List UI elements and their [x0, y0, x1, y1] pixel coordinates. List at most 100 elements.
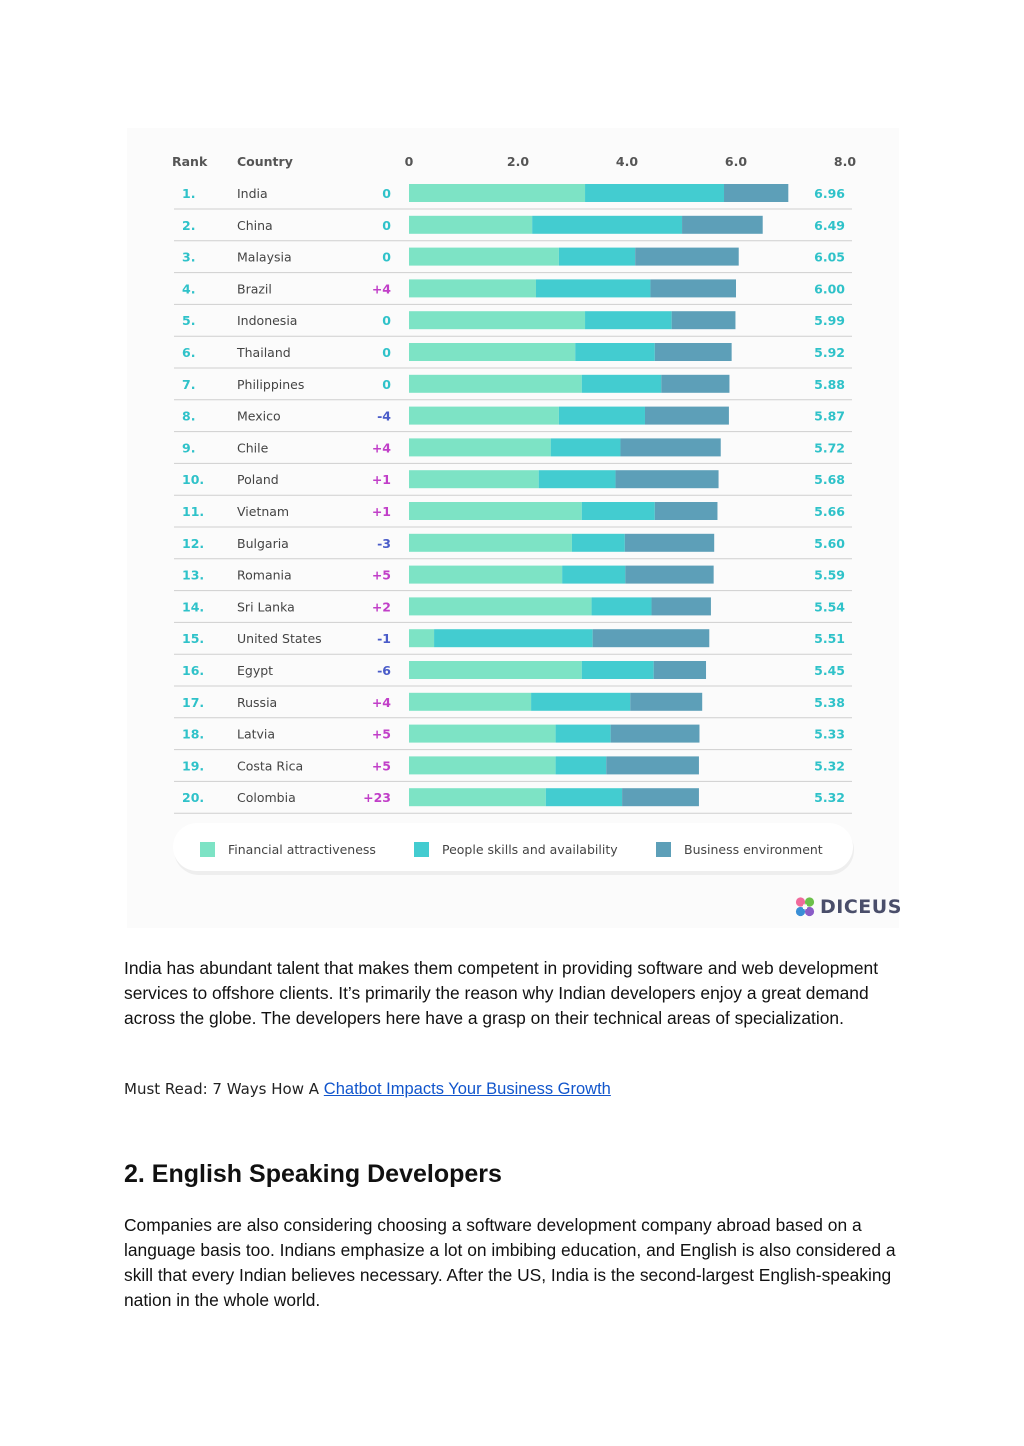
bar-segment [409, 788, 546, 807]
diceus-logo-icon [795, 897, 815, 917]
total-score-label: 5.33 [814, 727, 845, 742]
bar-segment [409, 533, 572, 552]
bar-segment [581, 374, 662, 393]
chart-row: 1. India 0 6.96 [174, 184, 852, 210]
rank-change-label: +2 [372, 599, 391, 614]
total-score-label: 5.45 [814, 663, 845, 678]
diceus-logo: DICEUS [793, 894, 902, 920]
country-label: Thailand [236, 345, 291, 360]
rank-label: 17. [182, 695, 204, 710]
must-read-lead: Must Read: 7 Ways How A [124, 1080, 324, 1098]
bar-segment [562, 565, 626, 584]
bar-segment [625, 565, 714, 584]
chatbot-article-link[interactable]: Chatbot Impacts Your Business Growth [323, 1080, 611, 1098]
bar-segment [409, 597, 592, 616]
total-score-label: 5.88 [814, 377, 845, 392]
total-score-label: 5.32 [814, 790, 845, 805]
country-label: United States [237, 631, 322, 646]
rank-change-label: -6 [377, 663, 391, 678]
bar-segment [532, 215, 683, 234]
legend: Financial attractiveness People skills an… [173, 823, 854, 875]
rank-label: 7. [182, 377, 195, 392]
total-score-label: 5.99 [814, 313, 845, 328]
rank-change-label: -3 [377, 536, 391, 551]
rank-change-label: +4 [372, 281, 391, 296]
bar-segment [409, 343, 576, 361]
rank-change-label: -1 [377, 631, 391, 646]
total-score-label: 5.38 [814, 695, 845, 710]
country-label: Russia [237, 695, 277, 710]
country-label: Sri Lanka [237, 599, 295, 614]
bar-segment [682, 215, 763, 234]
section-heading: 2. English Speaking Developers [124, 1160, 502, 1188]
rank-change-label: 0 [382, 313, 391, 328]
total-score-label: 5.59 [814, 568, 845, 583]
ranking-chart: Rank Country 0 2.0 4.0 6.0 8.0 1. India 0 6.96 2… [127, 128, 902, 928]
legend-label: Business environment [684, 842, 823, 857]
total-score-label: 6.96 [814, 186, 845, 201]
rank-label: 3. [182, 250, 195, 265]
legend-swatch [656, 842, 671, 857]
bar-segment [624, 533, 715, 552]
rank-change-label: 0 [382, 218, 391, 233]
country-label: Poland [237, 472, 279, 487]
rank-label: 10. [182, 472, 204, 487]
bar-segment [571, 533, 625, 552]
diceus-logo-text: DICEUS [820, 896, 902, 918]
rank-change-label: +1 [372, 504, 391, 519]
chart-row: 10. Poland +1 5.68 [174, 470, 852, 496]
bar-segment [575, 343, 655, 361]
rank-label: 4. [182, 281, 195, 296]
rank-label: 18. [182, 727, 204, 742]
rank-column-header: Rank [172, 154, 208, 169]
bar-segment [724, 184, 789, 202]
total-score-label: 5.66 [814, 504, 845, 519]
total-score-label: 5.72 [814, 440, 845, 455]
rank-change-label: +1 [372, 472, 391, 487]
bar-segment [409, 311, 586, 330]
chart-row: 4. Brazil +4 6.00 [174, 279, 852, 305]
bar-segment [661, 374, 730, 393]
bar-segment [620, 438, 721, 457]
country-label: Colombia [237, 790, 296, 805]
bar-segment [409, 661, 582, 679]
total-score-label: 6.00 [814, 281, 845, 296]
chart-rows: 1. India 0 6.96 2. China 0 6.49 3. Malaysia 0 6.05 4… [174, 184, 852, 814]
bar-segment [585, 311, 672, 330]
bar-segment [434, 629, 593, 648]
bar-segment [581, 502, 655, 520]
country-label: Romania [237, 568, 292, 583]
rank-change-label: +23 [363, 790, 391, 805]
chart-row: 12. Bulgaria -3 5.60 [174, 533, 852, 560]
bar-segment [558, 247, 636, 266]
bar-segment [538, 470, 616, 489]
chart-row: 7. Philippines 0 5.88 [174, 374, 852, 401]
bar-segment [409, 629, 435, 648]
country-label: Egypt [237, 663, 273, 678]
bar-segment [644, 406, 729, 425]
chart-row: 8. Mexico -4 5.87 [174, 406, 852, 433]
bar-segment [409, 215, 533, 234]
chart-row: 3. Malaysia 0 6.05 [174, 247, 852, 274]
bar-segment [671, 311, 736, 330]
total-score-label: 6.05 [814, 250, 845, 265]
bar-segment [409, 724, 556, 743]
total-score-label: 5.68 [814, 472, 845, 487]
total-score-label: 5.60 [814, 536, 845, 551]
rank-label: 16. [182, 663, 204, 678]
bar-segment [555, 724, 611, 743]
rank-change-label: -4 [377, 409, 391, 424]
legend-background [173, 823, 853, 871]
rank-change-label: 0 [382, 345, 391, 360]
rank-label: 9. [182, 440, 195, 455]
x-tick-label: 6.0 [725, 154, 747, 169]
rank-label: 15. [182, 631, 204, 646]
x-axis-ticks: 0 2.0 4.0 6.0 8.0 [405, 154, 857, 169]
bar-segment [409, 374, 582, 393]
bar-segment [558, 406, 645, 425]
bar-segment [592, 629, 710, 648]
rank-change-label: +5 [372, 568, 391, 583]
rank-label: 1. [182, 186, 195, 201]
rank-change-label: +5 [372, 758, 391, 773]
country-label: China [237, 218, 273, 233]
